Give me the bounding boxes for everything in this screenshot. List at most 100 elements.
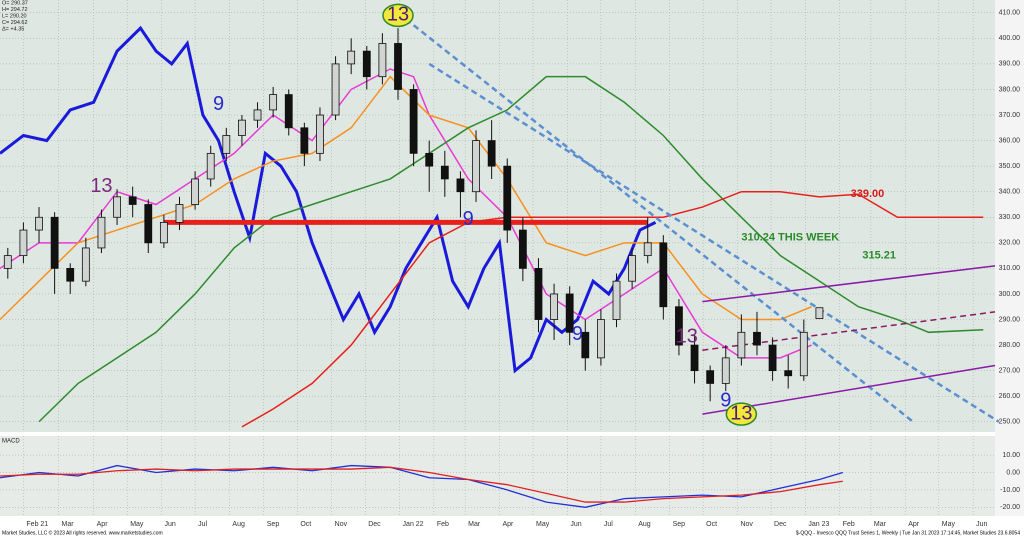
info-text: C= 294.62 — [2, 20, 28, 26]
x-tick-label: Mar — [62, 521, 75, 528]
y-tick-label: -20.00 — [1000, 504, 1020, 511]
candle-body — [362, 50, 371, 78]
candle-body — [222, 135, 231, 154]
x-tick-label: Apr — [97, 521, 109, 528]
footer-left: Market Studies, LLC © 2023 All rights re… — [2, 529, 163, 536]
candle-body — [35, 216, 43, 231]
candle-body — [440, 165, 449, 180]
annotation: 339.00 — [851, 188, 885, 200]
y-tick-label: 270.00 — [999, 367, 1021, 374]
line — [0, 75, 812, 321]
candle-body — [253, 109, 262, 121]
x-tick-label: Sep — [267, 521, 280, 528]
x-tick-label: May — [942, 521, 956, 528]
y-tick-label: 350.00 — [999, 163, 1021, 170]
candle-body — [612, 280, 621, 320]
candle-body — [721, 357, 730, 384]
annotation: 9 — [463, 208, 474, 230]
candle-body — [815, 307, 824, 319]
candle-body — [675, 306, 683, 346]
candle-body — [409, 89, 418, 154]
line — [428, 62, 1000, 423]
x-tick-label: Mar — [468, 521, 481, 528]
candle-body — [690, 344, 699, 372]
candle-body — [737, 331, 746, 359]
y-tick-label: 260.00 — [999, 393, 1021, 400]
y-tick-label: -10.00 — [1000, 487, 1020, 494]
candle-body — [81, 247, 90, 282]
y-tick-label: 370.00 — [999, 112, 1021, 119]
y-tick-label: 300.00 — [999, 291, 1021, 298]
footer-right: $-QQQ - Invesco QQQ Trust Series 1, Week… — [796, 530, 1020, 536]
annotation: 9 — [213, 93, 224, 115]
candle-body — [565, 293, 574, 333]
y-tick-label: 340.00 — [999, 189, 1021, 196]
x-tick-label: Nov — [740, 521, 753, 528]
x-tick-label: Jul — [604, 521, 613, 528]
candle-body — [768, 344, 777, 372]
y-tick-label: 410.00 — [999, 10, 1021, 17]
x-tick-label: Feb — [437, 521, 449, 528]
candle-body — [316, 114, 324, 154]
annotation: 13 — [387, 4, 409, 26]
y-tick-label: 360.00 — [999, 137, 1021, 144]
candle-body — [706, 370, 715, 384]
candle-body — [378, 43, 387, 78]
info-text: H= 294.72 — [2, 7, 28, 13]
x-tick-label: Mar — [874, 521, 887, 528]
x-tick-label: Aug — [638, 521, 651, 528]
panel-title: MACD — [2, 439, 20, 445]
macd-panel — [0, 436, 995, 516]
info-text: L= 290.20 — [2, 13, 27, 19]
annotation: 13 — [90, 175, 112, 197]
annotation: 315.21 — [862, 250, 896, 262]
candle-body — [19, 229, 28, 257]
y-tick-label: 400.00 — [999, 35, 1021, 42]
y-tick-label: 250.00 — [999, 419, 1021, 426]
candle-body — [113, 196, 121, 218]
candle-body — [97, 216, 106, 249]
candle-body — [347, 50, 356, 65]
y-tick-label: 320.00 — [999, 240, 1021, 247]
candle-body — [659, 242, 668, 308]
annotation: 9 — [720, 390, 731, 412]
x-tick-label: Dec — [368, 521, 381, 528]
x-tick-label: Jun — [165, 521, 176, 528]
y-tick-label: 390.00 — [999, 61, 1021, 68]
x-tick-label: Jun — [570, 521, 581, 528]
x-tick-label: Dec — [774, 521, 787, 528]
line — [0, 68, 812, 359]
x-tick-label: Jun — [976, 521, 987, 528]
x-tick-label: Feb — [843, 521, 855, 528]
candle-body — [784, 370, 793, 377]
y-tick-label: 310.00 — [999, 265, 1021, 272]
candle-body — [238, 119, 246, 136]
x-tick-label: Apr — [908, 521, 920, 528]
candle-body — [394, 43, 402, 90]
annotation: 310.24 THIS WEEK — [741, 232, 839, 244]
candle-body — [472, 140, 480, 193]
x-tick-label: May — [130, 521, 144, 528]
x-tick-label: Jul — [198, 521, 207, 528]
axis-area — [995, 0, 1024, 516]
y-tick-label: 0.00 — [1006, 469, 1020, 476]
candle-body — [581, 331, 590, 359]
candle-body — [144, 204, 153, 244]
candle-body — [175, 204, 184, 223]
candle-body — [628, 255, 637, 282]
candle-body — [191, 178, 199, 205]
candle-body — [487, 140, 496, 167]
x-tick-label: Oct — [706, 521, 717, 528]
info-text: O= 290.37 — [2, 0, 28, 6]
line — [38, 75, 984, 423]
line — [702, 311, 996, 351]
candle-body — [518, 229, 527, 269]
candle-body — [550, 293, 558, 320]
candle-body — [534, 268, 543, 320]
candle-body — [206, 152, 215, 180]
y-tick-label: 10.00 — [1002, 452, 1020, 459]
candle-body — [456, 178, 465, 193]
y-tick-label: 380.00 — [999, 86, 1021, 93]
x-tick-label: Oct — [300, 521, 311, 528]
